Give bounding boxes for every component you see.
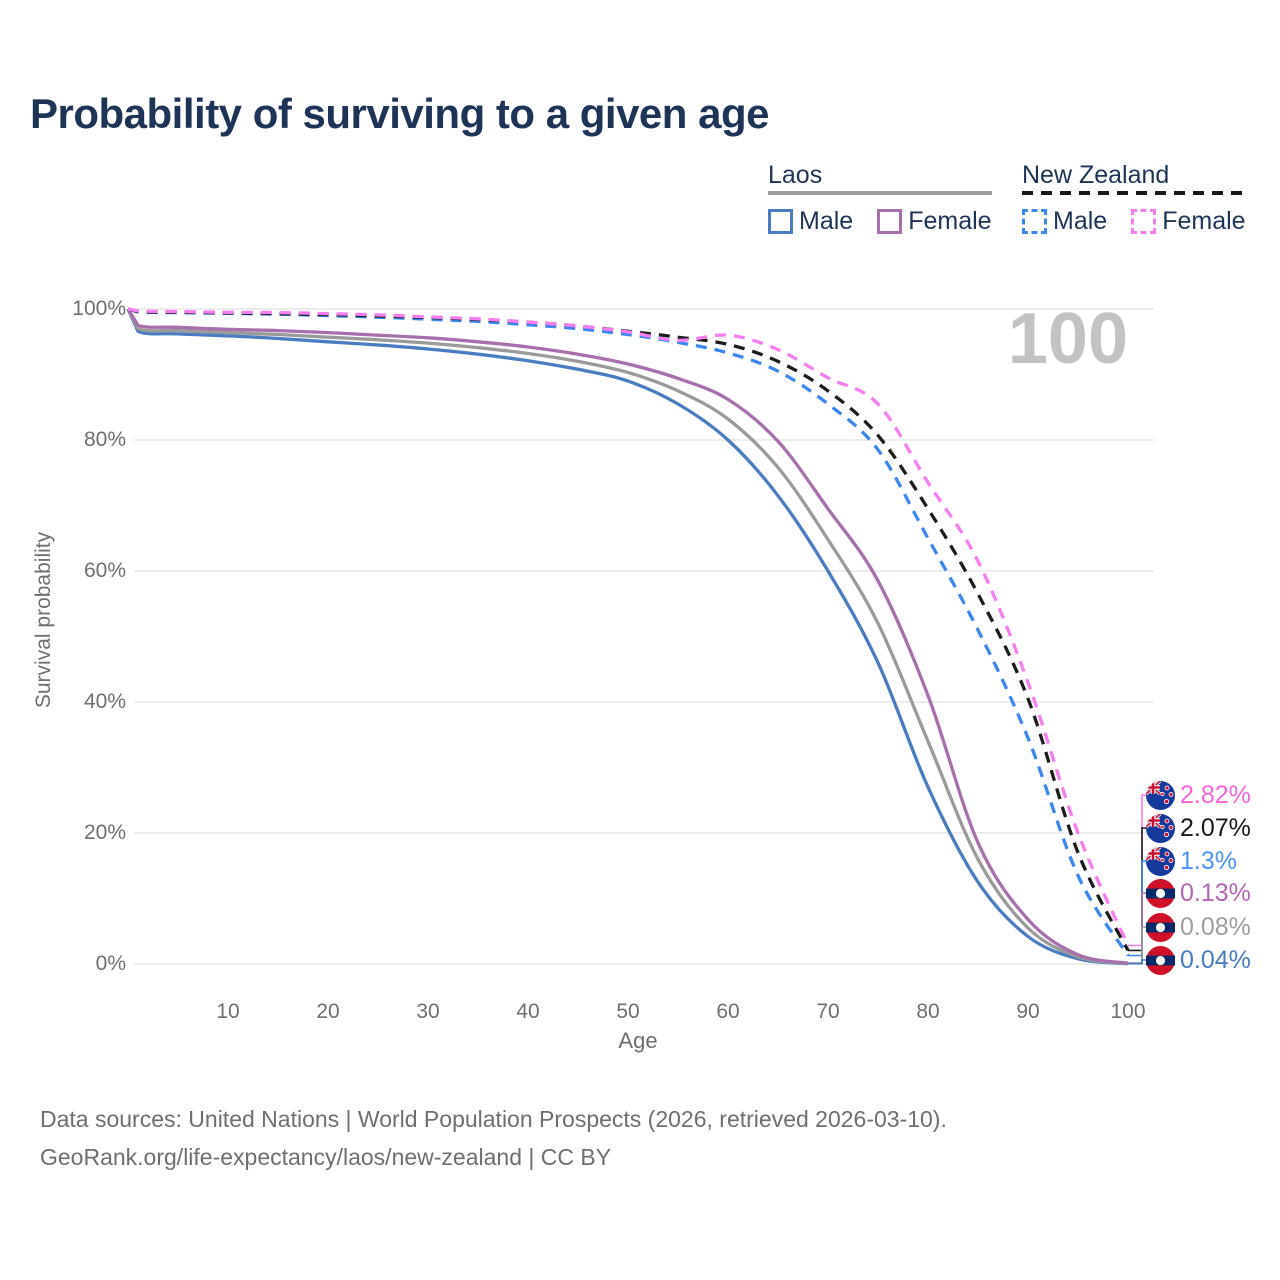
series-line-laos-male [126, 308, 1129, 966]
x-tick-label: 80 [916, 1000, 940, 1023]
x-tick-label: 60 [716, 1000, 740, 1023]
x-tick-label: 10 [216, 1000, 240, 1023]
laos-flag-icon [1146, 912, 1175, 942]
watermark-100: 100 [1007, 299, 1128, 379]
laos-flag-icon [1146, 945, 1175, 975]
end-label-laos-both-sexes: 0.08% [1146, 912, 1251, 942]
legend-item-new-zealand-male[interactable]: Male [1022, 208, 1107, 234]
y-tick-label: 0% [95, 952, 126, 975]
y-tick-label: 60% [83, 559, 126, 582]
x-tick-label: 90 [1016, 1000, 1040, 1023]
data-sources-note: Data sources: United Nations | World Pop… [40, 1106, 947, 1132]
y-tick-label: 20% [83, 821, 126, 844]
new-zealand-flag-icon [1146, 813, 1175, 843]
end-label-connector [1128, 794, 1147, 947]
end-label-connector [1128, 959, 1147, 965]
series-line-laos-female [126, 308, 1129, 965]
x-axis-title: Age [618, 1028, 658, 1053]
y-tick-label: 40% [83, 690, 126, 713]
new-zealand-flag-icon [1146, 780, 1175, 810]
legend-item-label: Female [908, 207, 992, 235]
end-label-new-zealand-female: 2.82% [1146, 780, 1251, 810]
x-tick-label: 70 [816, 1000, 840, 1023]
y-tick-label: 100% [72, 297, 126, 320]
laos-solid-underline [768, 191, 992, 195]
legend-item-laos-female[interactable]: Female [877, 207, 992, 235]
laos-flag-icon [1146, 878, 1175, 908]
legend-item-laos-male[interactable]: Male [768, 208, 853, 234]
series-line-laos-both-sexes [126, 308, 1129, 966]
chart-title: Probability of surviving to a given age [30, 90, 769, 137]
source-link: GeoRank.org/life-expectancy/laos/new-zea… [40, 1144, 612, 1170]
legend-group-new-zealand-title[interactable]: New Zealand [1022, 161, 1170, 189]
x-tick-label: 100 [1110, 1000, 1146, 1023]
legend-group-new-zealand: New Zealand Male Female [1022, 162, 1246, 234]
end-label-value: 2.82% [1180, 781, 1251, 809]
end-label-connector [1128, 827, 1147, 952]
end-label-value: 2.07% [1180, 814, 1251, 842]
end-label-laos-male: 0.04% [1146, 945, 1251, 975]
new-zealand-dashed-underline [1022, 191, 1246, 195]
new-zealand-male-swatch-icon [1022, 208, 1047, 234]
new-zealand-flag-icon [1146, 846, 1175, 876]
end-label-value: 0.04% [1180, 946, 1251, 974]
legend-item-label: Male [1053, 207, 1108, 235]
x-tick-label: 20 [316, 1000, 340, 1023]
legend-item-label: Female [1162, 207, 1246, 235]
end-label-connector [1128, 860, 1147, 957]
x-tick-label: 50 [616, 1000, 640, 1023]
y-tick-label: 80% [83, 428, 126, 451]
end-label-value: 1.3% [1180, 847, 1237, 875]
end-label-laos-female: 0.13% [1146, 878, 1251, 908]
legend-item-new-zealand-female[interactable]: Female [1131, 207, 1246, 235]
laos-female-swatch-icon [877, 208, 903, 234]
laos-male-swatch-icon [768, 208, 793, 234]
end-label-connector [1128, 892, 1147, 964]
series-line-new-zealand-female [127, 307, 1130, 947]
end-label-new-zealand-male: 1.3% [1146, 846, 1237, 876]
end-label-value: 0.13% [1180, 879, 1251, 907]
x-tick-label: 30 [416, 1000, 440, 1023]
legend-group-laos-title[interactable]: Laos [768, 161, 823, 189]
new-zealand-female-swatch-icon [1131, 208, 1157, 234]
x-tick-label: 40 [516, 1000, 540, 1023]
legend-group-laos: Laos Male Female [768, 162, 992, 234]
legend-item-label: Male [799, 207, 854, 235]
end-label-new-zealand-both-sexes: 2.07% [1146, 813, 1251, 843]
end-label-value: 0.08% [1180, 913, 1251, 941]
